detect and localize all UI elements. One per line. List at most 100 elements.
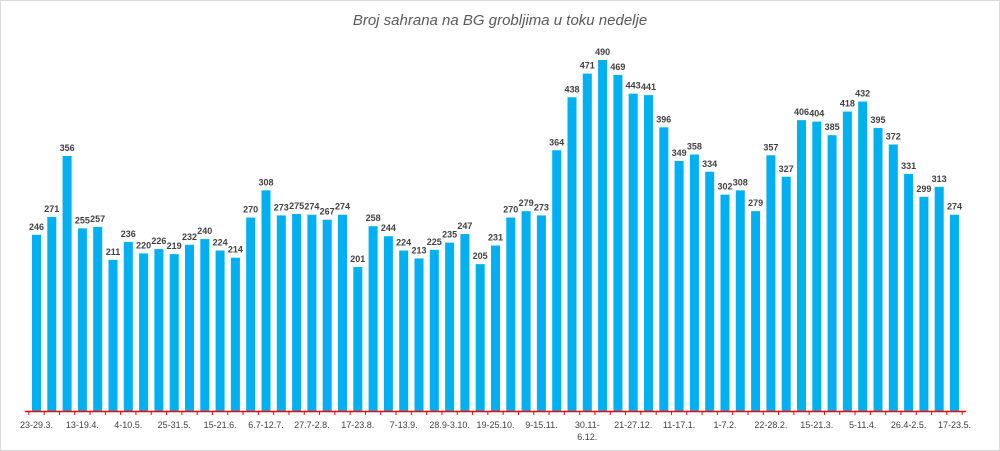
x-tick-label: 25-31.5. — [158, 420, 191, 430]
bar — [858, 101, 868, 412]
data-label: 438 — [564, 84, 579, 94]
bar — [904, 173, 914, 411]
data-label: 224 — [396, 238, 411, 248]
bar — [429, 249, 439, 411]
bar — [154, 249, 164, 411]
bar — [215, 250, 225, 411]
data-label: 395 — [870, 115, 885, 125]
bar — [644, 95, 653, 411]
bar — [827, 135, 837, 411]
data-label: 224 — [213, 238, 228, 248]
x-tick-label: 1-7.2. — [713, 420, 736, 430]
x-tick-label: 28.9-3.10. — [429, 420, 470, 430]
data-label: 214 — [228, 245, 243, 255]
data-label: 327 — [779, 164, 794, 174]
bar — [77, 228, 87, 411]
data-label: 349 — [672, 148, 687, 158]
data-label: 205 — [473, 251, 488, 261]
bar — [475, 264, 485, 411]
data-label: 232 — [182, 232, 197, 242]
data-label: 418 — [840, 99, 855, 109]
x-tick-label: 11-17.1. — [663, 420, 695, 430]
bar — [705, 171, 715, 411]
data-label: 441 — [641, 82, 656, 92]
bar — [322, 219, 332, 411]
bar — [185, 244, 194, 411]
bar — [536, 215, 546, 411]
bar — [797, 120, 806, 412]
bar — [552, 150, 562, 411]
bar — [842, 111, 852, 411]
data-label: 358 — [687, 142, 702, 152]
x-tick-label: 15-21.6. — [204, 420, 237, 430]
data-label: 364 — [549, 137, 564, 147]
bar — [368, 226, 378, 411]
bar — [139, 253, 149, 411]
data-label: 274 — [335, 202, 350, 212]
data-label: 490 — [595, 47, 610, 57]
x-tick-label: 26.4-2.5. — [891, 420, 927, 430]
bar — [399, 250, 409, 411]
data-label: 274 — [947, 202, 962, 212]
bar — [919, 196, 929, 411]
data-label: 471 — [580, 61, 595, 71]
x-tick-label: 13-19.4. — [66, 420, 99, 430]
data-label: 220 — [136, 240, 151, 250]
bar — [812, 121, 822, 411]
bar — [307, 214, 317, 411]
bar — [230, 257, 240, 411]
bar — [888, 144, 898, 411]
data-label: 308 — [733, 177, 748, 187]
data-label: 246 — [29, 222, 44, 232]
bar — [720, 194, 730, 411]
bar — [414, 258, 424, 411]
bar — [781, 176, 791, 411]
data-label: 270 — [503, 205, 518, 215]
x-tick-label: 21-27.12. — [614, 420, 652, 430]
bar — [598, 60, 608, 411]
data-label: 240 — [197, 226, 212, 236]
x-tick-label: 6.7-12.7. — [248, 420, 284, 430]
data-label: 258 — [366, 213, 381, 223]
bar — [108, 259, 118, 411]
data-label: 356 — [60, 143, 75, 153]
data-label: 273 — [534, 202, 549, 212]
bar — [491, 245, 500, 411]
data-label: 244 — [381, 223, 396, 233]
data-label: 273 — [274, 202, 289, 212]
data-label: 396 — [656, 114, 671, 124]
data-label: 236 — [121, 229, 136, 239]
bar — [246, 217, 256, 411]
data-label: 279 — [748, 198, 763, 208]
data-label: 357 — [763, 142, 778, 152]
bar — [383, 236, 393, 411]
data-label: 235 — [442, 230, 457, 240]
data-label: 267 — [320, 207, 335, 217]
bar — [659, 127, 669, 411]
data-label: 257 — [90, 214, 105, 224]
bar — [353, 267, 363, 411]
x-tick-label: 19-25.10. — [476, 420, 514, 430]
data-label: 299 — [916, 184, 931, 194]
bar — [950, 214, 959, 411]
bar — [200, 239, 210, 411]
x-tick-label: 7-13.9. — [390, 420, 418, 430]
data-label: 270 — [243, 205, 258, 215]
bar — [613, 75, 623, 411]
bar — [674, 161, 684, 411]
bar — [338, 214, 347, 411]
data-label: 271 — [44, 204, 59, 214]
bar — [32, 234, 41, 411]
data-label: 406 — [794, 107, 809, 117]
data-label: 275 — [289, 201, 304, 211]
x-tick-label: 6.12. — [577, 432, 597, 442]
data-label: 279 — [519, 198, 534, 208]
data-label: 225 — [427, 237, 442, 247]
x-tick-label: 30.11- — [575, 420, 600, 430]
data-label: 469 — [610, 62, 625, 72]
bar — [445, 242, 455, 411]
data-label: 226 — [151, 236, 166, 246]
bar — [506, 217, 516, 411]
data-label: 443 — [626, 81, 641, 91]
chart-title: Broj sahrana na BG grobljima u toku nede… — [352, 12, 648, 29]
